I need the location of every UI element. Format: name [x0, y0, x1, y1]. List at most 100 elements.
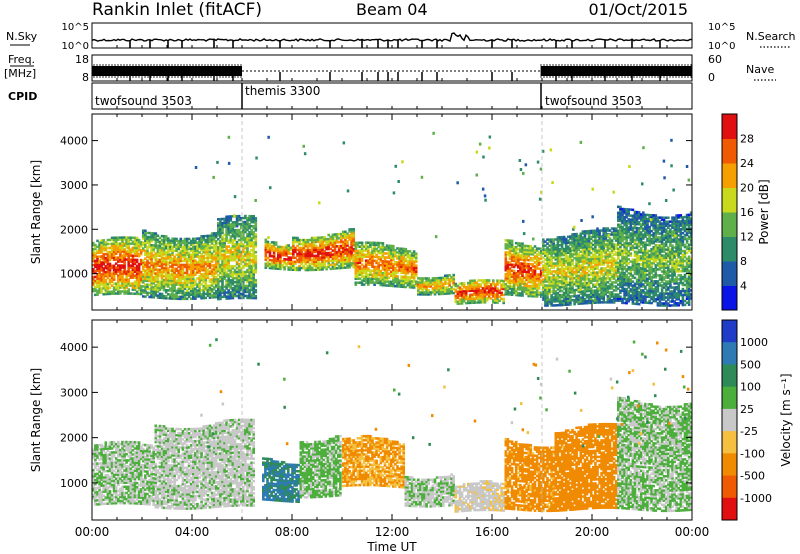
power-cell-4672 — [587, 299, 591, 303]
freq-panel: Freq. [MHz] 18 8 60 0 Nave — [4, 53, 776, 84]
power-cell-1700 — [227, 221, 230, 224]
power-cell-967 — [173, 243, 176, 247]
power-cell-1342 — [204, 280, 208, 284]
power-cell-2378 — [304, 244, 308, 248]
power-cell-2011 — [248, 292, 251, 296]
power-cell-1219 — [194, 267, 197, 270]
power-cell-3 — [92, 281, 95, 285]
power-cell-2158 — [264, 248, 268, 251]
power-cell-4817 — [596, 251, 599, 254]
power-cell-4654 — [585, 267, 589, 271]
power-cell-4416 — [569, 249, 572, 252]
power-cell-4105 — [548, 286, 551, 289]
power-cell-2376 — [304, 250, 308, 254]
power-cell-621 — [146, 235, 149, 239]
power-cell-867 — [167, 293, 170, 296]
power-cell-1481 — [214, 263, 218, 267]
power-cell-4858 — [598, 229, 601, 232]
power-cell-4774 — [594, 271, 597, 274]
power-cell-968 — [173, 241, 176, 245]
power-cell-4276 — [560, 283, 564, 287]
power-cell-467 — [133, 250, 137, 254]
power-cell-3590 — [496, 293, 499, 296]
power-cell-1806 — [235, 286, 239, 290]
power-cell-1553 — [219, 245, 222, 249]
power-cell-1125 — [185, 241, 189, 245]
power-cell-944 — [171, 237, 174, 240]
power-cell-1516 — [217, 256, 220, 259]
power-cell-2831 — [364, 259, 368, 262]
power-cell-4897 — [602, 289, 605, 292]
power-cell-1882 — [239, 276, 243, 280]
power-cell-1476 — [214, 275, 218, 279]
power-cell-4076 — [546, 288, 549, 291]
power-cell-177 — [108, 292, 112, 296]
power-cell-576 — [144, 275, 147, 278]
power-cell-521 — [137, 242, 141, 246]
power-cell-2763 — [356, 261, 360, 264]
power-cell-832 — [162, 245, 166, 248]
power-cell-2990 — [383, 262, 387, 265]
power-cell-2808 — [362, 283, 366, 286]
power-cell-3298 — [427, 277, 430, 280]
power-cell-2876 — [371, 275, 374, 278]
power-cell-2321 — [296, 258, 299, 262]
power-cell-3614 — [502, 287, 505, 291]
power-cell-764 — [158, 284, 162, 288]
power-cell-379 — [125, 242, 128, 245]
power-cell-3013 — [385, 244, 389, 247]
power-cell-954 — [173, 277, 176, 280]
power-cell-3377 — [448, 280, 451, 283]
power-cell-1130 — [187, 291, 191, 295]
power-cell-1712 — [229, 279, 233, 282]
power-cell-3711 — [510, 241, 514, 245]
power-cell-90 — [100, 279, 103, 282]
power-cell-3006 — [385, 264, 389, 267]
power-cell-547 — [142, 285, 145, 288]
power-cell-3787 — [519, 278, 522, 281]
power-cell-4150 — [550, 246, 553, 249]
power-cell-1472 — [214, 283, 218, 287]
power-cell-2373 — [304, 256, 308, 260]
power-cell-1504 — [217, 283, 220, 287]
power-cell-292 — [119, 280, 122, 283]
power-cell-3608 — [500, 283, 503, 287]
power-cell-518 — [137, 248, 141, 252]
power-cell-940 — [171, 247, 174, 250]
power-cell-276 — [117, 266, 120, 269]
power-cell-1194 — [192, 263, 195, 266]
power-cell-4587 — [581, 268, 585, 271]
power-cell-3314 — [433, 289, 437, 292]
power-cell-1000 — [177, 281, 180, 285]
power-cell-464 — [133, 258, 137, 262]
power-cell-4235 — [556, 246, 560, 249]
power-cell-2853 — [367, 249, 370, 252]
power-cell-573 — [144, 283, 147, 286]
power-cell-1031 — [179, 273, 183, 277]
power-cell-4939 — [604, 261, 608, 264]
power-cell-2676 — [346, 242, 349, 245]
power-cell-3254 — [417, 285, 420, 288]
power-cell-3374 — [448, 288, 451, 291]
power-cell-797 — [160, 266, 164, 270]
power-cell-3297 — [427, 279, 430, 282]
power-cell-4567 — [579, 240, 583, 243]
power-cell-4060 — [544, 262, 547, 265]
power-cell-1049 — [181, 295, 185, 299]
power-cell-2846 — [367, 267, 370, 270]
power-cell-4614 — [583, 284, 587, 287]
power-cell-2433 — [312, 248, 316, 252]
power-cell-3745 — [514, 271, 518, 275]
power-cell-2268 — [285, 246, 288, 249]
power-cell-71 — [98, 271, 101, 274]
power-cell-693 — [152, 262, 155, 265]
power-cell-266 — [117, 288, 120, 291]
power-cell-1734 — [229, 223, 233, 226]
power-cell-3634 — [504, 259, 508, 262]
power-cell-1580 — [221, 267, 224, 271]
power-cell-2188 — [270, 261, 274, 264]
power-cell-4404 — [569, 273, 572, 276]
power-cell-2533 — [327, 255, 330, 259]
power-cell-4814 — [596, 259, 599, 262]
